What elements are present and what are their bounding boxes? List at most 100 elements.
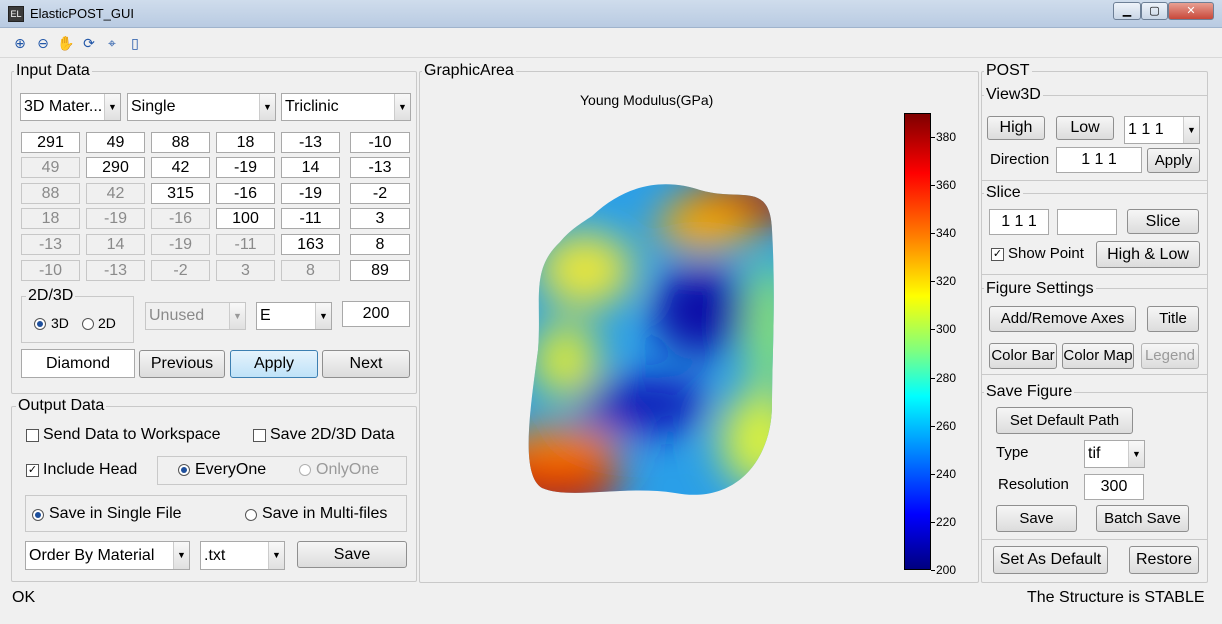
title-button[interactable]: Title (1147, 306, 1199, 332)
matrix-cell[interactable]: 14 (281, 157, 340, 178)
matrix-cell: 88 (21, 183, 80, 204)
legend-button: Legend (1141, 343, 1199, 369)
slice-extra-input[interactable] (1057, 209, 1117, 235)
view3d-group (981, 95, 1208, 181)
matrix-cell[interactable]: -11 (281, 208, 340, 229)
slice-title: Slice (984, 184, 1023, 202)
matrix-cell[interactable]: 88 (151, 132, 210, 153)
direction-apply-button[interactable]: Apply (1147, 148, 1200, 173)
show-point-checkbox[interactable]: ✓ (991, 248, 1004, 261)
property-select[interactable]: E ▼ (256, 302, 332, 330)
matrix-cell[interactable]: 163 (281, 234, 340, 255)
matrix-cell[interactable]: -19 (216, 157, 275, 178)
add-remove-axes-button[interactable]: Add/Remove Axes (989, 306, 1136, 332)
colorbar-tick-label: 360 (936, 178, 957, 193)
single-file-label: Save in Single File (49, 505, 182, 522)
matrix-cell[interactable]: -16 (216, 183, 275, 204)
set-as-default-button[interactable]: Set As Default (993, 546, 1108, 574)
direction-select[interactable]: 1 1 1 ▼ (1124, 116, 1200, 144)
matrix-cell[interactable]: 3 (350, 208, 410, 229)
app-icon: EL (8, 6, 24, 22)
matrix-cell[interactable]: 315 (151, 183, 210, 204)
matrix-cell[interactable]: 89 (350, 260, 410, 281)
color-bar-button[interactable]: Color Bar (989, 343, 1057, 369)
colorbar-tick-mark (931, 425, 935, 427)
matrix-cell[interactable]: 42 (151, 157, 210, 178)
matrix-cell[interactable]: -19 (281, 183, 340, 204)
order-select[interactable]: Order By Material ▼ (25, 541, 190, 570)
color-map-button[interactable]: Color Map (1062, 343, 1134, 369)
colorbar-tick-label: 240 (936, 466, 957, 481)
matrix-cell[interactable]: 18 (216, 132, 275, 153)
direction-label: Direction (990, 151, 1050, 168)
apply-button[interactable]: Apply (230, 350, 318, 378)
data-cursor-icon[interactable]: ⌖ (108, 35, 116, 51)
maximize-button[interactable]: ▢ (1141, 2, 1168, 20)
chevron-down-icon: ▼ (229, 303, 245, 329)
matrix-cell[interactable]: 49 (86, 132, 145, 153)
slice-button[interactable]: Slice (1127, 209, 1199, 234)
multi-files-label: Save in Multi-files (262, 505, 388, 522)
matrix-cell[interactable]: 290 (86, 157, 145, 178)
material-select[interactable]: 3D Mater... ▼ (20, 93, 121, 121)
matrix-cell: -16 (151, 208, 210, 229)
chevron-down-icon: ▼ (259, 94, 275, 120)
pan-hand-icon[interactable]: ✋ (57, 35, 75, 51)
zoom-in-icon[interactable]: ⊕ (14, 35, 26, 51)
image-type-select[interactable]: tif ▼ (1084, 440, 1145, 468)
matrix-cell[interactable]: -13 (281, 132, 340, 153)
matrix-cell: -11 (216, 234, 275, 255)
rotate-3d-icon[interactable]: ⟳ (83, 35, 95, 51)
extension-select[interactable]: .txt ▼ (200, 541, 285, 570)
matrix-cell[interactable]: 8 (350, 234, 410, 255)
matrix-cell: 3 (216, 260, 275, 281)
colorbar-tick-mark (931, 473, 935, 475)
send-workspace-label: Send Data to Workspace (43, 426, 221, 443)
colorbar-tick-mark (931, 521, 935, 523)
slice-plane-input[interactable]: 1 1 1 (989, 209, 1049, 235)
single-file-radio[interactable] (32, 509, 44, 521)
resolution-input[interactable]: 300 (1084, 474, 1144, 500)
send-workspace-checkbox[interactable] (26, 429, 39, 442)
matrix-cell[interactable]: 291 (21, 132, 80, 153)
surface-plot[interactable] (420, 110, 900, 580)
colorbar-icon[interactable]: ▯ (131, 35, 139, 51)
matrix-cell[interactable]: -2 (350, 183, 410, 204)
value-input[interactable]: 200 (342, 301, 410, 327)
everyone-radio[interactable] (178, 464, 190, 476)
plot-title: Young Modulus(GPa) (580, 92, 714, 108)
radio-3d[interactable] (34, 318, 46, 330)
colorbar (904, 113, 931, 570)
zoom-out-icon[interactable]: ⊖ (37, 35, 49, 51)
view3d-title: View3D (984, 86, 1043, 104)
output-data-panel (11, 406, 417, 582)
name-input[interactable]: Diamond (21, 349, 135, 378)
radio-2d[interactable] (82, 318, 94, 330)
matrix-cell[interactable]: 100 (216, 208, 275, 229)
direction-input[interactable]: 1 1 1 (1056, 147, 1142, 173)
view-low-button[interactable]: Low (1056, 116, 1114, 140)
output-save-button[interactable]: Save (297, 541, 407, 568)
minimize-button[interactable]: ▁ (1113, 2, 1141, 20)
type-select[interactable]: Single ▼ (127, 93, 276, 121)
matrix-cell[interactable]: -10 (350, 132, 410, 153)
set-default-path-button[interactable]: Set Default Path (996, 407, 1133, 434)
previous-button[interactable]: Previous (139, 350, 225, 378)
chevron-down-icon: ▼ (1128, 441, 1144, 467)
view-high-button[interactable]: High (987, 116, 1045, 140)
multi-files-radio[interactable] (245, 509, 257, 521)
matrix-cell[interactable]: -13 (350, 157, 410, 178)
status-right: The Structure is STABLE (1027, 589, 1205, 606)
symmetry-select[interactable]: Triclinic ▼ (281, 93, 411, 121)
batch-save-button[interactable]: Batch Save (1096, 505, 1189, 532)
window-title: ElasticPOST_GUI (30, 6, 135, 21)
save-figure-title: Save Figure (984, 383, 1075, 401)
figure-save-button[interactable]: Save (996, 505, 1077, 532)
high-low-button[interactable]: High & Low (1096, 241, 1200, 268)
restore-button[interactable]: Restore (1129, 546, 1199, 574)
save-2d3d-checkbox[interactable] (253, 429, 266, 442)
close-button[interactable]: ✕ (1168, 2, 1214, 20)
colorbar-tick-label: 200 (936, 563, 957, 577)
include-head-checkbox[interactable]: ✓ (26, 464, 39, 477)
next-button[interactable]: Next (322, 350, 410, 378)
